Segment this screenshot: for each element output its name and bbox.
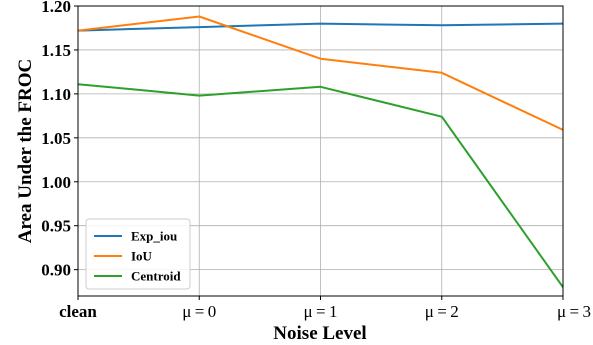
x-tick-label: μ = 1 bbox=[303, 302, 337, 321]
series-lines bbox=[77, 15, 564, 288]
legend-label: Exp_iou bbox=[131, 229, 177, 244]
y-tick-label: 1.00 bbox=[41, 173, 71, 192]
series-line-exp-iou bbox=[77, 22, 564, 32]
y-axis-label: Area Under the FROC bbox=[15, 59, 36, 244]
y-tick-label: 0.90 bbox=[41, 261, 71, 280]
y-tick-label: 1.10 bbox=[41, 85, 71, 104]
legend-label: Centroid bbox=[131, 269, 181, 284]
x-tick-label: μ = 3 bbox=[557, 302, 591, 321]
x-tick-label: μ = 0 bbox=[182, 302, 216, 321]
x-axis-label: Noise Level bbox=[273, 323, 366, 344]
y-tick-label: 1.20 bbox=[41, 0, 71, 16]
legend-label: IoU bbox=[131, 249, 153, 264]
y-tick-label: 0.95 bbox=[41, 217, 71, 236]
y-tick-label: 1.05 bbox=[41, 129, 71, 148]
y-tick-label: 1.15 bbox=[41, 41, 71, 60]
x-tick-label: clean bbox=[59, 302, 97, 321]
legend: Exp_iou IoU Centroid bbox=[85, 218, 191, 290]
x-tick-label: μ = 2 bbox=[425, 302, 459, 321]
y-axis-ticks: 0.90 0.95 1.00 1.05 1.10 1.15 1.20 bbox=[41, 0, 78, 280]
series-line-centroid bbox=[77, 83, 564, 288]
x-axis-ticks: clean μ = 0 μ = 1 μ = 2 μ = 3 bbox=[59, 296, 591, 321]
series-line-iou bbox=[77, 15, 564, 131]
